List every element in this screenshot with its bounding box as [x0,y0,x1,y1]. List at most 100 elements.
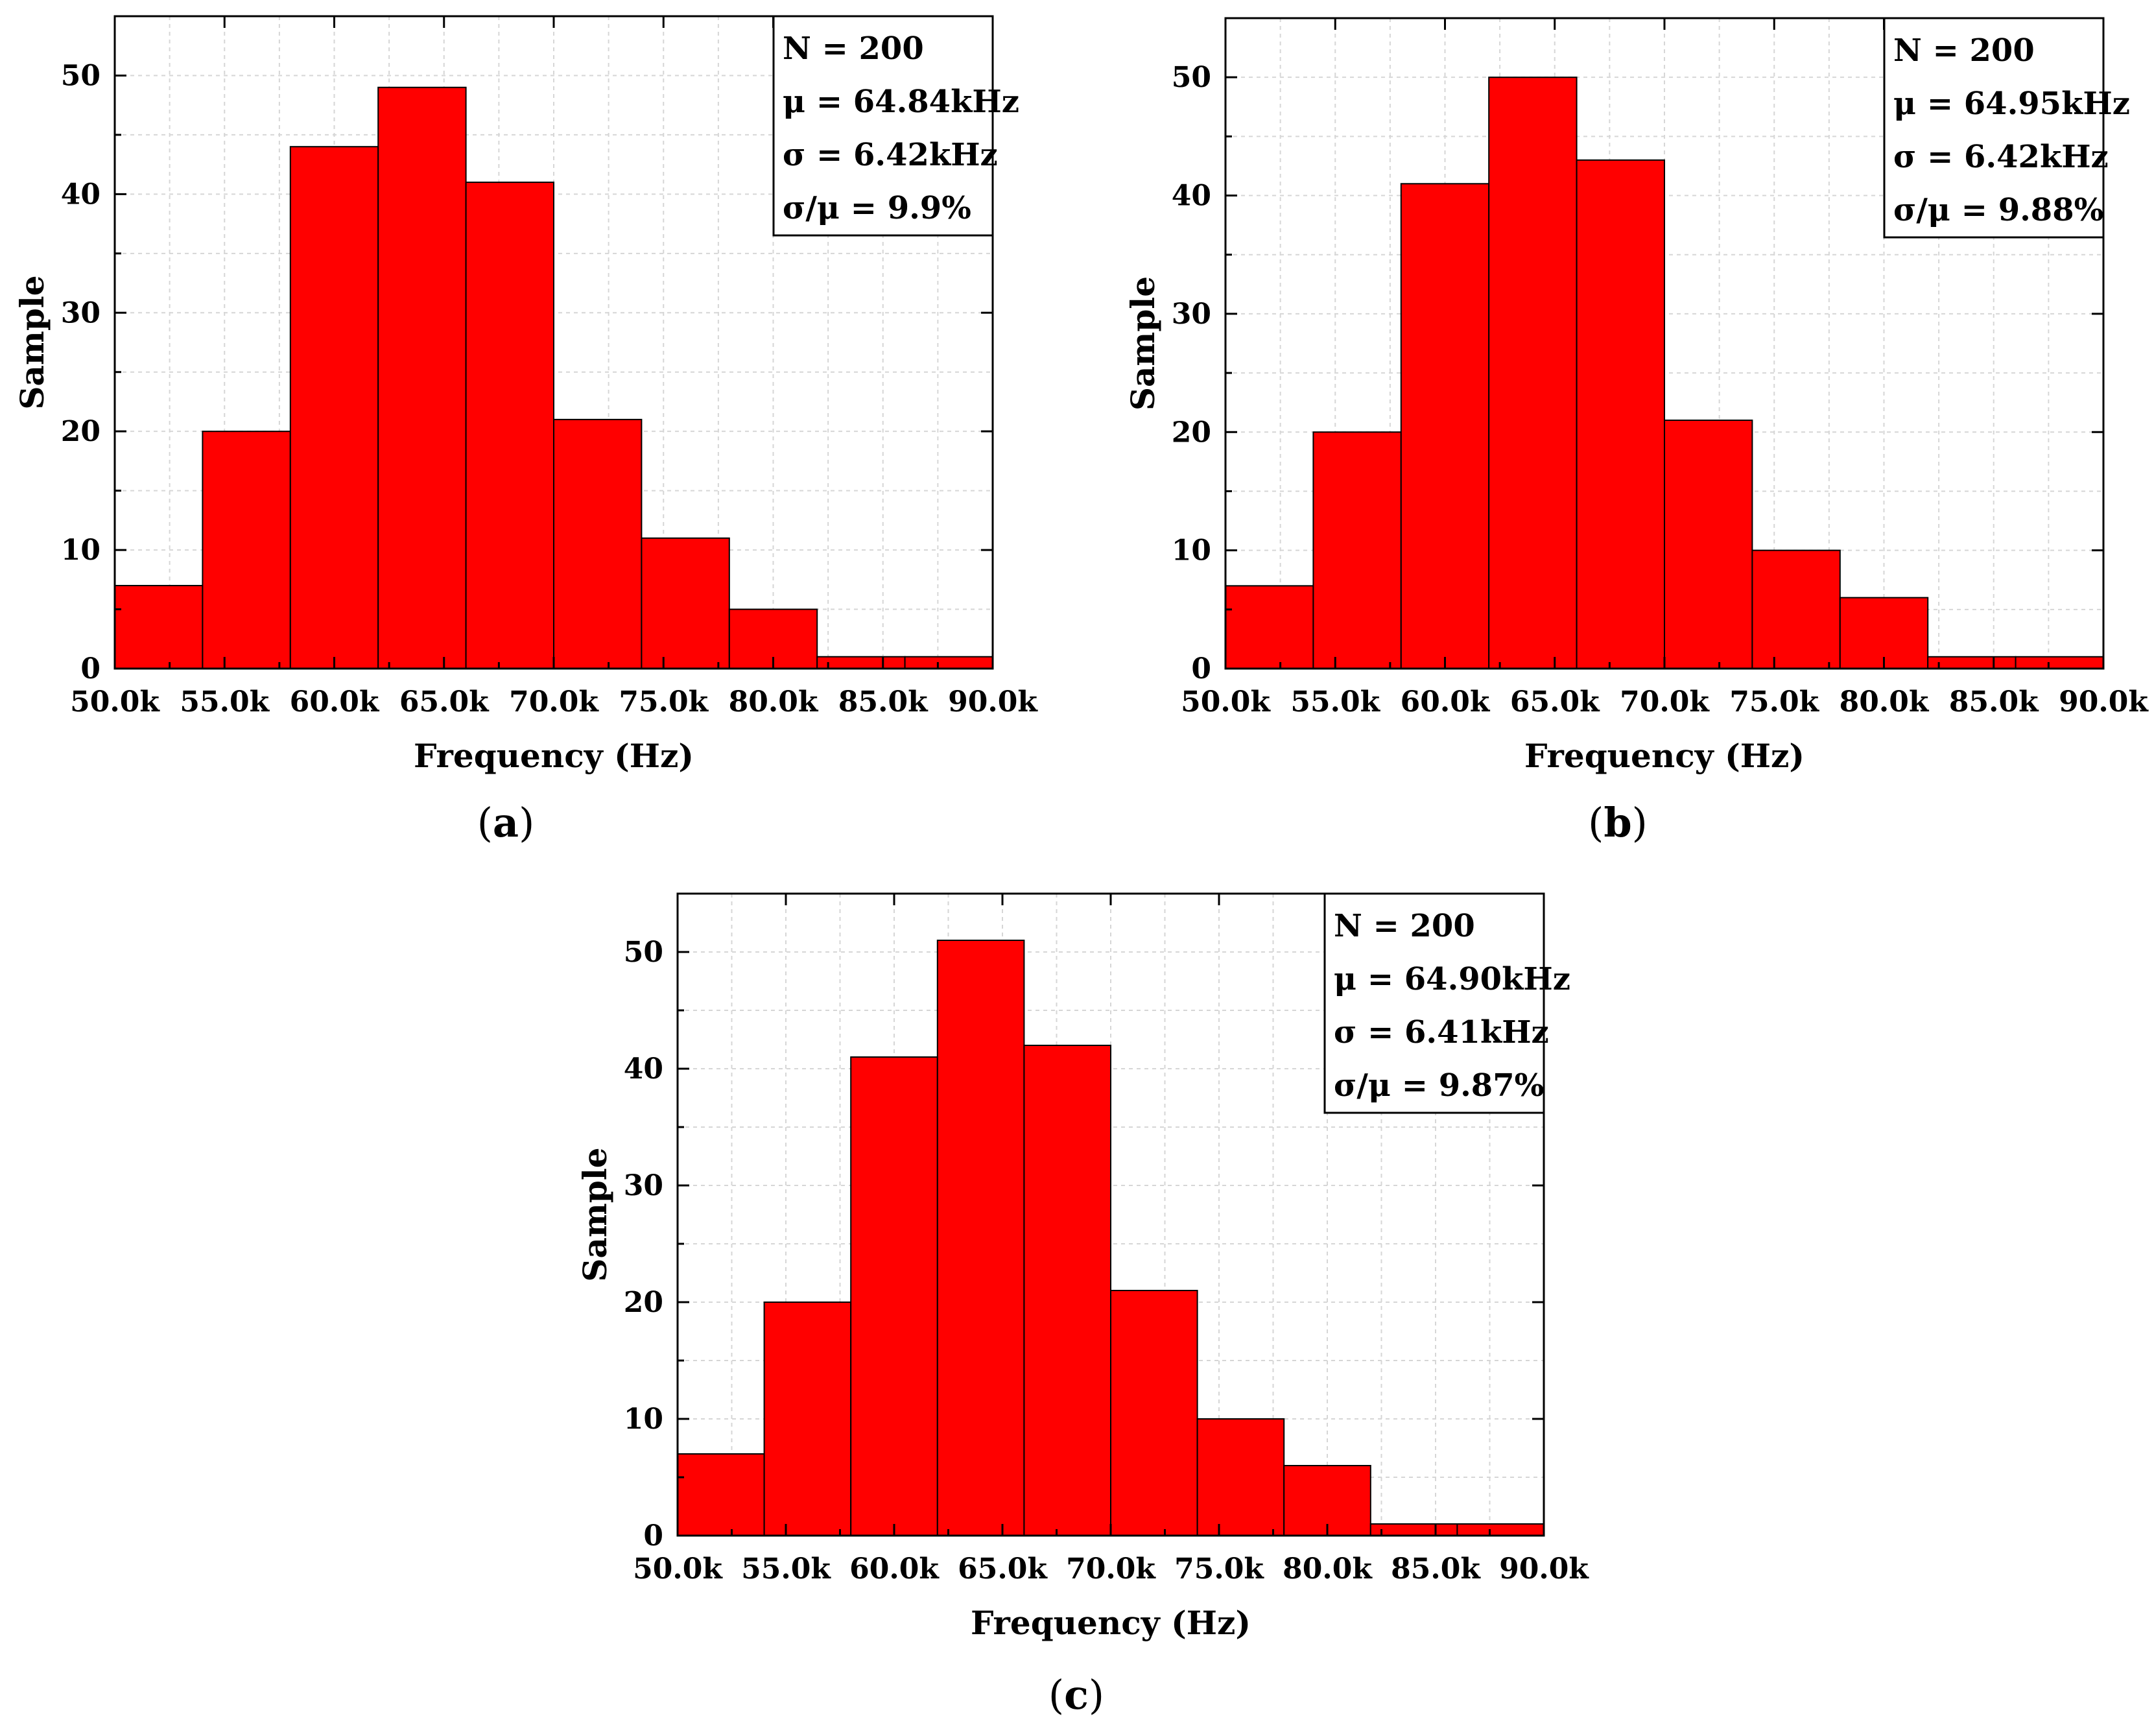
y-tick-label: 30 [61,296,101,329]
ticks [1224,18,2105,670]
x-tick-label: 70.0k [1066,1552,1156,1586]
histogram-bar [1312,431,1402,669]
y-tick-label: 20 [624,1286,663,1319]
x-tick-label: 65.0k [1510,685,1600,719]
histogram-bar [1488,77,1578,669]
panel-caption: (b) [1588,799,1648,846]
stats-line: μ = 64.95kHz [1893,86,2130,122]
x-axis-title: Frequency (Hz) [971,1604,1251,1642]
y-tick-label: 50 [61,59,101,92]
stats-box: N = 200 μ = 64.84kHz σ = 6.42kHz σ/μ = 9.9% [772,15,1019,237]
histogram-bar [1400,183,1490,669]
histogram-bar [1839,597,1929,670]
histogram-bar [1023,1045,1112,1536]
stats-box-frame [1883,17,2105,239]
y-tick-label: 10 [61,534,101,567]
x-tick-label: 85.0k [1391,1552,1481,1586]
x-tick-label: 85.0k [838,685,929,719]
y-axis-title: Sample [13,275,51,409]
histogram-bar [1751,549,1841,669]
y-axis-title: Sample [1124,276,1162,410]
histogram-bar [904,656,993,670]
stats-line: σ/μ = 9.87% [1334,1067,1544,1104]
x-tick-label: 55.0k [180,685,270,719]
stats-line: σ/μ = 9.88% [1893,192,2103,228]
x-tick-label: 50.0k [1181,685,1271,719]
bars [114,86,993,670]
x-tick-label: 80.0k [1840,685,1930,719]
stats-line: μ = 64.84kHz [783,84,1019,120]
histogram-bar [816,656,906,670]
histogram-panel-a: 50.0k 55.0k 60.0k 65.0k 70.0k 75.0k 80.0k 85.0k… [13,15,1038,846]
x-axis-title: Frequency (Hz) [1524,737,1805,775]
panel-caption: (c) [1048,1671,1104,1718]
histogram-bar [936,940,1025,1536]
x-tick-label: 85.0k [1949,685,2039,719]
grid [678,894,1544,1536]
stats-box: N = 200 μ = 64.90kHz σ = 6.41kHz σ/μ = 9.87… [1323,892,1570,1114]
histogram-bar [1456,1523,1544,1536]
x-tick-label: 90.0k [1499,1552,1589,1586]
bars [677,940,1544,1536]
y-tick-label: 20 [61,415,101,448]
panel-caption-letter: c [1064,1671,1089,1718]
panel-caption-letter: b [1604,799,1631,846]
histogram-panel-c: 50.0k 55.0k 60.0k 65.0k 70.0k 75.0k 80.0k 85.0k… [576,892,1589,1718]
y-tick-label: 0 [1191,652,1211,685]
histogram-bar [1110,1290,1198,1536]
x-tick-label: 75.0k [1729,685,1819,719]
ticks [676,894,1545,1537]
x-tick-label: 50.0k [70,685,160,719]
x-tick-label: 75.0k [1174,1552,1264,1586]
y-tick-label: 40 [624,1052,663,1086]
x-tick-label: 70.0k [509,685,599,719]
histogram-bar [465,182,554,669]
y-axis-title: Sample [576,1147,614,1281]
stats-line: N = 200 [1334,908,1475,944]
stats-line: σ = 6.42kHz [783,137,998,173]
histogram-bar [114,584,204,669]
y-tick-label: 10 [1172,534,1211,567]
histogram-bar [1196,1418,1285,1536]
histogram-bar [553,418,643,670]
panel-caption: (a) [477,799,535,846]
stats-line: σ/μ = 9.9% [783,190,971,226]
x-tick-label: 80.0k [1283,1552,1373,1586]
panel-caption-letter: a [493,799,519,846]
y-tick-label: 50 [624,936,663,969]
histogram-bar [202,431,291,669]
x-tick-label: 65.0k [958,1552,1048,1586]
histogram-bar [1664,420,1753,669]
x-tick-label: 55.0k [741,1552,831,1586]
x-tick-label: 75.0k [619,685,709,719]
stats-box-frame [1323,892,1545,1114]
stats-line: N = 200 [783,30,924,67]
stats-box: N = 200 μ = 64.95kHz σ = 6.42kHz σ/μ = 9.88… [1883,17,2130,239]
histogram-bar [1576,159,1666,669]
stats-line: μ = 64.90kHz [1334,961,1570,997]
x-axis-title: Frequency (Hz) [414,737,694,775]
histogram-bar [677,1453,765,1536]
x-tick-label: 80.0k [729,685,819,719]
x-tick-label: 60.0k [1401,685,1491,719]
histogram-bar [763,1302,852,1536]
x-tick-label: 50.0k [633,1552,723,1586]
x-tick-label: 55.0k [1290,685,1380,719]
y-tick-label: 0 [643,1519,663,1552]
y-tick-label: 10 [624,1403,663,1436]
y-tick-label: 0 [80,652,101,685]
x-tick-label: 60.0k [849,1552,940,1586]
x-tick-label: 65.0k [399,685,490,719]
histogram-bar [289,146,379,669]
histogram-bar [641,537,730,669]
y-tick-label: 20 [1172,416,1211,449]
stats-line: N = 200 [1893,32,2035,69]
y-tick-label: 30 [624,1169,663,1202]
x-tick-label: 90.0k [2059,685,2149,719]
x-tick-label: 70.0k [1620,685,1710,719]
stats-line: σ = 6.41kHz [1334,1014,1549,1051]
y-tick-label: 40 [61,178,101,211]
y-tick-label: 40 [1172,180,1211,213]
stats-box-frame [772,15,994,237]
